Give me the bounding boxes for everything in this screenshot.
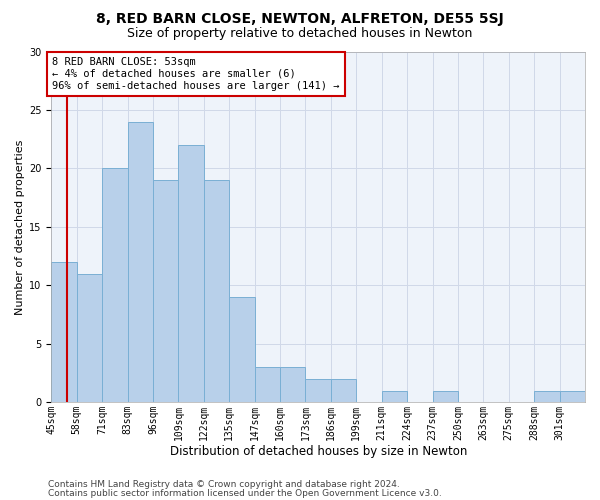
Bar xyxy=(77,274,102,402)
Bar xyxy=(102,168,128,402)
Text: 8 RED BARN CLOSE: 53sqm
← 4% of detached houses are smaller (6)
96% of semi-deta: 8 RED BARN CLOSE: 53sqm ← 4% of detached… xyxy=(52,58,340,90)
Bar xyxy=(254,367,280,402)
Text: Contains HM Land Registry data © Crown copyright and database right 2024.: Contains HM Land Registry data © Crown c… xyxy=(48,480,400,489)
Bar xyxy=(153,180,178,402)
Bar xyxy=(280,367,305,402)
Bar xyxy=(52,262,77,402)
Bar xyxy=(382,390,407,402)
Bar xyxy=(433,390,458,402)
Bar xyxy=(305,379,331,402)
Text: Size of property relative to detached houses in Newton: Size of property relative to detached ho… xyxy=(127,28,473,40)
Text: 8, RED BARN CLOSE, NEWTON, ALFRETON, DE55 5SJ: 8, RED BARN CLOSE, NEWTON, ALFRETON, DE5… xyxy=(96,12,504,26)
Bar xyxy=(534,390,560,402)
Bar xyxy=(560,390,585,402)
Bar xyxy=(128,122,153,402)
Bar xyxy=(229,297,254,403)
X-axis label: Distribution of detached houses by size in Newton: Distribution of detached houses by size … xyxy=(170,444,467,458)
Text: Contains public sector information licensed under the Open Government Licence v3: Contains public sector information licen… xyxy=(48,490,442,498)
Y-axis label: Number of detached properties: Number of detached properties xyxy=(15,139,25,314)
Bar xyxy=(331,379,356,402)
Bar xyxy=(204,180,229,402)
Bar xyxy=(178,145,204,403)
